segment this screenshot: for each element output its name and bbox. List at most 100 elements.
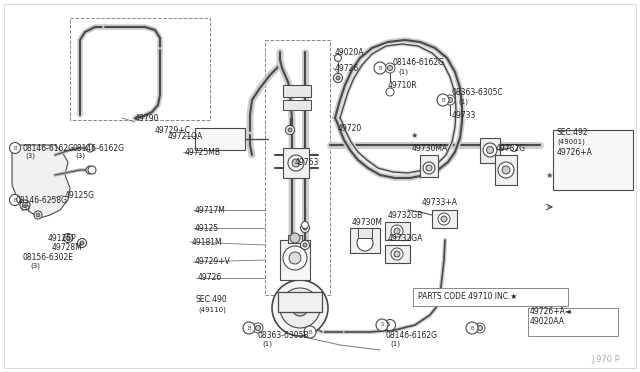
Circle shape xyxy=(10,195,20,205)
Text: 49181M: 49181M xyxy=(192,237,223,247)
Bar xyxy=(413,288,568,306)
Circle shape xyxy=(290,233,300,243)
Circle shape xyxy=(357,235,373,251)
Text: (49001): (49001) xyxy=(557,139,585,145)
Circle shape xyxy=(86,144,94,152)
Text: (3): (3) xyxy=(20,205,30,211)
Circle shape xyxy=(394,251,400,257)
Text: B: B xyxy=(13,198,17,202)
Text: 49732G: 49732G xyxy=(496,144,526,153)
Bar xyxy=(385,245,410,263)
Circle shape xyxy=(376,319,388,331)
Bar xyxy=(278,292,322,312)
Circle shape xyxy=(387,65,392,71)
Text: 49732GA: 49732GA xyxy=(388,234,424,243)
Text: B: B xyxy=(13,145,17,151)
Circle shape xyxy=(272,280,328,336)
Text: S: S xyxy=(387,323,390,327)
Circle shape xyxy=(374,62,386,74)
Text: SEC.492: SEC.492 xyxy=(557,128,589,137)
Text: (1): (1) xyxy=(458,99,468,105)
Bar xyxy=(358,228,372,238)
Circle shape xyxy=(426,165,432,171)
Bar xyxy=(283,148,309,178)
Circle shape xyxy=(288,128,292,132)
Text: 08363-6305B: 08363-6305B xyxy=(258,330,310,340)
Circle shape xyxy=(394,228,400,234)
Text: B: B xyxy=(378,65,382,71)
Text: SEC.490: SEC.490 xyxy=(195,295,227,305)
Text: 49728M: 49728M xyxy=(52,244,83,253)
Text: (3): (3) xyxy=(25,153,35,159)
Circle shape xyxy=(335,55,342,61)
Circle shape xyxy=(385,63,395,73)
Bar xyxy=(283,85,311,97)
Text: B: B xyxy=(470,326,474,330)
Circle shape xyxy=(303,243,307,247)
Text: ★: ★ xyxy=(410,131,417,140)
Circle shape xyxy=(445,95,455,105)
Text: 08363-6305C: 08363-6305C xyxy=(452,87,504,96)
Circle shape xyxy=(304,326,316,338)
Bar xyxy=(283,100,311,110)
Text: 49710R: 49710R xyxy=(388,80,418,90)
Text: 49729+V: 49729+V xyxy=(195,257,231,266)
Text: 49721QA: 49721QA xyxy=(168,131,204,141)
Bar xyxy=(528,308,618,336)
Text: 49717M: 49717M xyxy=(195,205,226,215)
Polygon shape xyxy=(12,145,70,218)
Bar xyxy=(350,228,380,253)
Text: 49020AA: 49020AA xyxy=(530,317,565,327)
Circle shape xyxy=(466,322,478,334)
Text: 49732GB: 49732GB xyxy=(388,211,423,219)
Circle shape xyxy=(301,241,310,250)
Circle shape xyxy=(336,76,340,80)
Text: (49110): (49110) xyxy=(198,307,226,313)
Text: B: B xyxy=(308,330,312,334)
Circle shape xyxy=(475,323,485,333)
Circle shape xyxy=(391,225,403,237)
Circle shape xyxy=(88,166,96,174)
Circle shape xyxy=(386,88,394,96)
Circle shape xyxy=(385,320,396,330)
Text: B: B xyxy=(247,326,251,330)
Text: ★: ★ xyxy=(545,170,552,180)
Circle shape xyxy=(511,144,518,151)
Text: 49763: 49763 xyxy=(295,157,319,167)
Circle shape xyxy=(283,246,307,270)
Bar xyxy=(420,155,438,177)
Text: 49726: 49726 xyxy=(198,273,222,282)
Circle shape xyxy=(243,322,255,334)
Circle shape xyxy=(288,155,304,171)
Circle shape xyxy=(423,162,435,174)
Circle shape xyxy=(80,241,84,245)
Text: 49790: 49790 xyxy=(135,113,159,122)
Text: 49733+A: 49733+A xyxy=(422,198,458,206)
Text: 08146-6162G: 08146-6162G xyxy=(393,58,445,67)
Text: 49020A: 49020A xyxy=(335,48,365,57)
Circle shape xyxy=(441,216,447,222)
Text: 49726+A: 49726+A xyxy=(557,148,593,157)
Circle shape xyxy=(22,202,28,208)
Circle shape xyxy=(502,166,510,174)
Text: (1): (1) xyxy=(262,341,272,347)
Bar xyxy=(495,155,517,185)
Circle shape xyxy=(292,300,308,316)
Circle shape xyxy=(301,221,308,228)
Bar xyxy=(195,128,245,150)
Circle shape xyxy=(477,326,483,330)
Text: J.970 P: J.970 P xyxy=(591,355,620,364)
Bar xyxy=(432,210,457,228)
Circle shape xyxy=(333,74,342,83)
Circle shape xyxy=(447,97,452,103)
Circle shape xyxy=(289,252,301,264)
Bar xyxy=(553,130,633,190)
Text: 08146-6162G: 08146-6162G xyxy=(72,144,124,153)
Circle shape xyxy=(36,213,40,217)
Text: (1): (1) xyxy=(398,69,408,75)
Text: (3): (3) xyxy=(30,263,40,269)
Circle shape xyxy=(280,288,320,328)
Text: PARTS CODE 49710 INC.★: PARTS CODE 49710 INC.★ xyxy=(418,292,517,301)
Circle shape xyxy=(253,323,263,333)
Circle shape xyxy=(301,224,310,232)
